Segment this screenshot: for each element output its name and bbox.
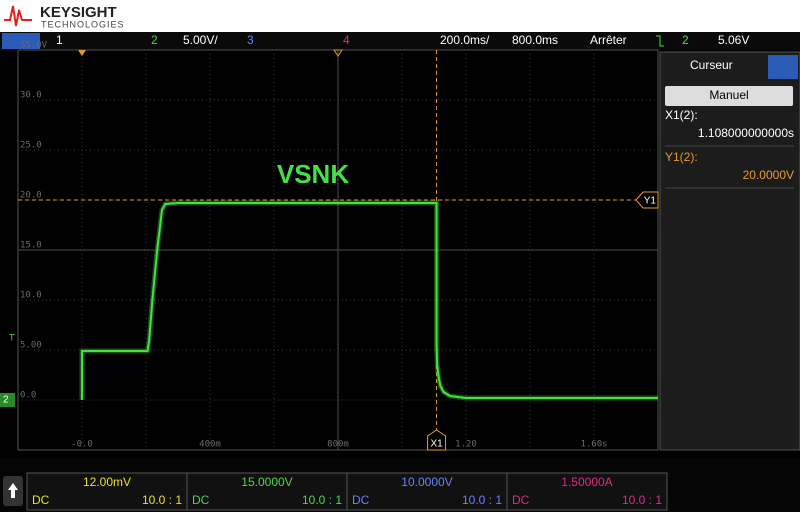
y-tick-label: 0.0	[20, 391, 36, 401]
x-tick-label: 1.60s	[580, 440, 607, 450]
brand: KEYSIGHT	[40, 4, 117, 21]
ch2-label: 2	[151, 33, 158, 47]
channel-probe: 10.0 : 1	[302, 493, 342, 507]
y-tick-label: 25.0	[20, 141, 42, 151]
channel-scale: 1.50000A	[561, 475, 612, 489]
y-tick-label: 5.00	[20, 341, 42, 351]
timebase: 200.0ms/	[440, 33, 490, 47]
channel-coupling: DC	[352, 493, 370, 507]
trigger-level: 5.06V	[718, 33, 749, 47]
y1-value: 20.0000V	[743, 168, 794, 182]
y-tick-label: 30.0	[20, 91, 42, 101]
channel-coupling: DC	[192, 493, 210, 507]
y-tick-label: 15.0	[20, 241, 42, 251]
cursor-panel	[659, 51, 800, 451]
header-bar	[0, 0, 800, 32]
ch4-label: 4	[343, 33, 350, 47]
ground-marker	[0, 393, 15, 407]
y-cursor-label: Y1	[644, 196, 657, 207]
y-cursor-tag	[635, 191, 659, 209]
ch3-label: 3	[247, 33, 254, 47]
trace	[81, 202, 658, 400]
trigger-icon	[656, 35, 664, 47]
x-cursor-label: X1	[430, 439, 443, 450]
channel-box[interactable]	[26, 472, 188, 511]
channel-coupling: DC	[32, 493, 50, 507]
x-tick-label: 400m	[199, 440, 221, 450]
x1-value: 1.108000000000s	[698, 126, 794, 140]
trigger-marker: T	[9, 332, 15, 342]
y-tick-label: 35.0V	[20, 41, 48, 51]
x-tick-label: -0.0	[71, 440, 93, 450]
run-state: Arrêter	[590, 33, 627, 47]
x1-label: X1(2):	[665, 108, 698, 122]
panel-icon[interactable]	[768, 55, 798, 79]
x-tick-label: 1.20	[455, 440, 477, 450]
trigger-source: 2	[682, 33, 689, 47]
plot: 35.0V 30.0 25.0 20.0 15.0 10.0 5.00 0.0 -0.0 400m…	[18, 41, 659, 451]
delay: 800.0ms	[512, 33, 558, 47]
mode-label: Manuel	[709, 88, 748, 102]
brand-sub: TECHNOLOGIES	[41, 19, 125, 29]
channel-probe: 10.0 : 1	[462, 493, 502, 507]
channel-scale: 15.0000V	[241, 475, 292, 489]
ground-marker-label: 2	[3, 395, 9, 406]
ch2-scale: 5.00V/	[183, 33, 218, 47]
x-cursor-tag	[427, 429, 447, 451]
channel-probe: 10.0 : 1	[142, 493, 182, 507]
menu-button[interactable]	[2, 33, 40, 49]
up-arrow	[8, 483, 18, 498]
channel-box[interactable]	[186, 472, 348, 511]
annotation: VSNK	[277, 159, 349, 189]
center-marker	[333, 49, 343, 57]
trigger-point	[78, 50, 86, 56]
status-bar	[0, 32, 800, 50]
ch1-label: 1	[56, 33, 63, 47]
channel-probe: 10.0 : 1	[622, 493, 662, 507]
mode-button[interactable]	[665, 86, 793, 106]
panel-title: Curseur	[690, 58, 733, 72]
y-tick-label: 10.0	[20, 291, 42, 301]
channel-boxes: 12.00mV DC 10.0 : 1 15.0000V DC 10.0 : 1 10.00…	[26, 472, 668, 511]
channel-scale: 12.00mV	[83, 475, 131, 489]
y1-label: Y1(2):	[665, 150, 698, 164]
channel-box[interactable]	[506, 472, 668, 511]
x-tick-label: 800m	[327, 440, 349, 450]
channel-scale: 10.0000V	[401, 475, 452, 489]
y-tick-label: 20.0	[20, 191, 42, 201]
channel-coupling: DC	[512, 493, 530, 507]
logo-wave	[4, 5, 32, 27]
